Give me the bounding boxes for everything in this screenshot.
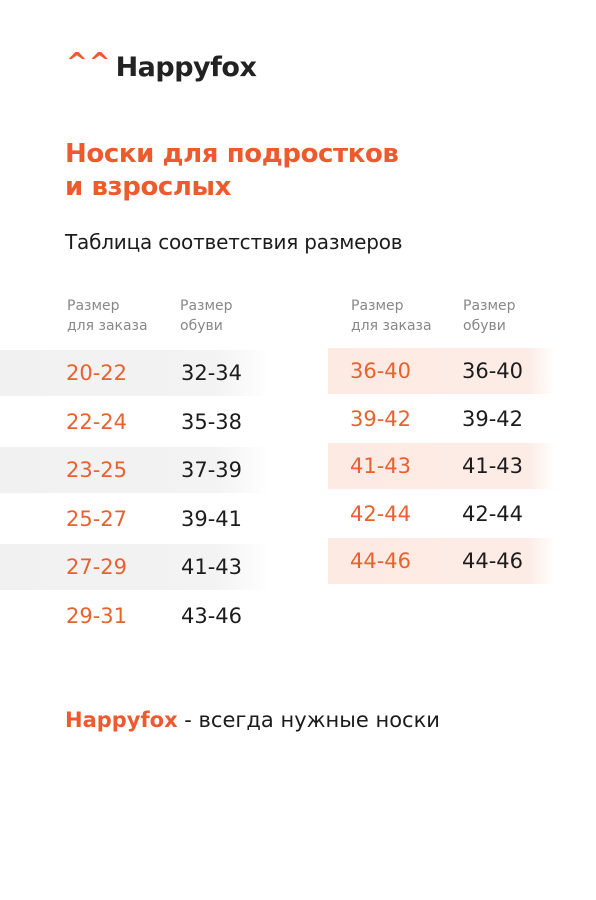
shoe-size: 41-43: [462, 454, 524, 478]
title-line-1: Носки для подростков: [65, 139, 399, 169]
order-size: 29-31: [66, 603, 128, 628]
row-shading: [0, 544, 270, 590]
size-row: 41-43 41-43: [328, 443, 596, 489]
right-shoe-size-header: Размер обуви: [463, 298, 516, 334]
order-size: 41-43: [350, 454, 412, 478]
shoe-size: 43-46: [181, 603, 243, 628]
row-shading: [0, 350, 270, 396]
shoe-size: 41-43: [181, 555, 243, 579]
row-shading: [0, 447, 270, 493]
size-row: 42-44 42-44: [328, 491, 596, 537]
brand-logo: ^^ Happyfox: [66, 47, 257, 84]
size-row: 20-22 32-34: [0, 350, 300, 396]
footer-brand: Happyfox: [65, 708, 178, 732]
brand-name: Happyfox: [115, 52, 257, 83]
shoe-size: 44-46: [462, 549, 524, 573]
shoe-size: 35-38: [181, 409, 243, 434]
order-size: 25-27: [66, 506, 128, 531]
order-size: 44-46: [350, 549, 412, 573]
right-order-size-header: Размер для заказа: [351, 298, 432, 334]
shoe-size: 39-41: [181, 506, 243, 531]
left-order-size-header: Размер для заказа: [67, 298, 148, 334]
size-row: 36-40 36-40: [328, 348, 596, 394]
shoe-size: 36-40: [462, 359, 524, 383]
order-size: 39-42: [350, 406, 412, 431]
fox-ears-icon: ^^: [66, 47, 112, 78]
size-row: 29-31 43-46: [0, 593, 300, 639]
order-size: 36-40: [350, 359, 412, 383]
row-shading: [328, 348, 556, 394]
shoe-size: 37-39: [181, 458, 243, 482]
size-row: 27-29 41-43: [0, 544, 300, 590]
size-row: 25-27 39-41: [0, 496, 300, 542]
left-shoe-size-header: Размер обуви: [180, 298, 233, 334]
shoe-size: 32-34: [181, 361, 243, 385]
size-row: 44-46 44-46: [328, 538, 596, 584]
size-row: 22-24 35-38: [0, 399, 300, 445]
footer-tagline: - всегда нужные носки: [177, 708, 440, 732]
title-line-2: и взрослых: [65, 172, 232, 202]
size-row: 23-25 37-39: [0, 447, 300, 493]
row-shading: [328, 538, 556, 584]
shoe-size: 42-44: [462, 501, 524, 526]
order-size: 20-22: [66, 361, 128, 385]
row-shading: [328, 443, 556, 489]
order-size: 23-25: [66, 458, 128, 482]
order-size: 27-29: [66, 555, 128, 579]
size-row: 39-42 39-42: [328, 396, 596, 442]
page-subtitle: Таблица соответствия размеров: [65, 230, 403, 254]
order-size: 42-44: [350, 501, 412, 526]
page-title: Носки для подростков и взрослых: [65, 138, 399, 204]
shoe-size: 39-42: [462, 406, 524, 431]
footer-slogan: Happyfox - всегда нужные носки: [65, 708, 440, 732]
order-size: 22-24: [66, 409, 128, 434]
